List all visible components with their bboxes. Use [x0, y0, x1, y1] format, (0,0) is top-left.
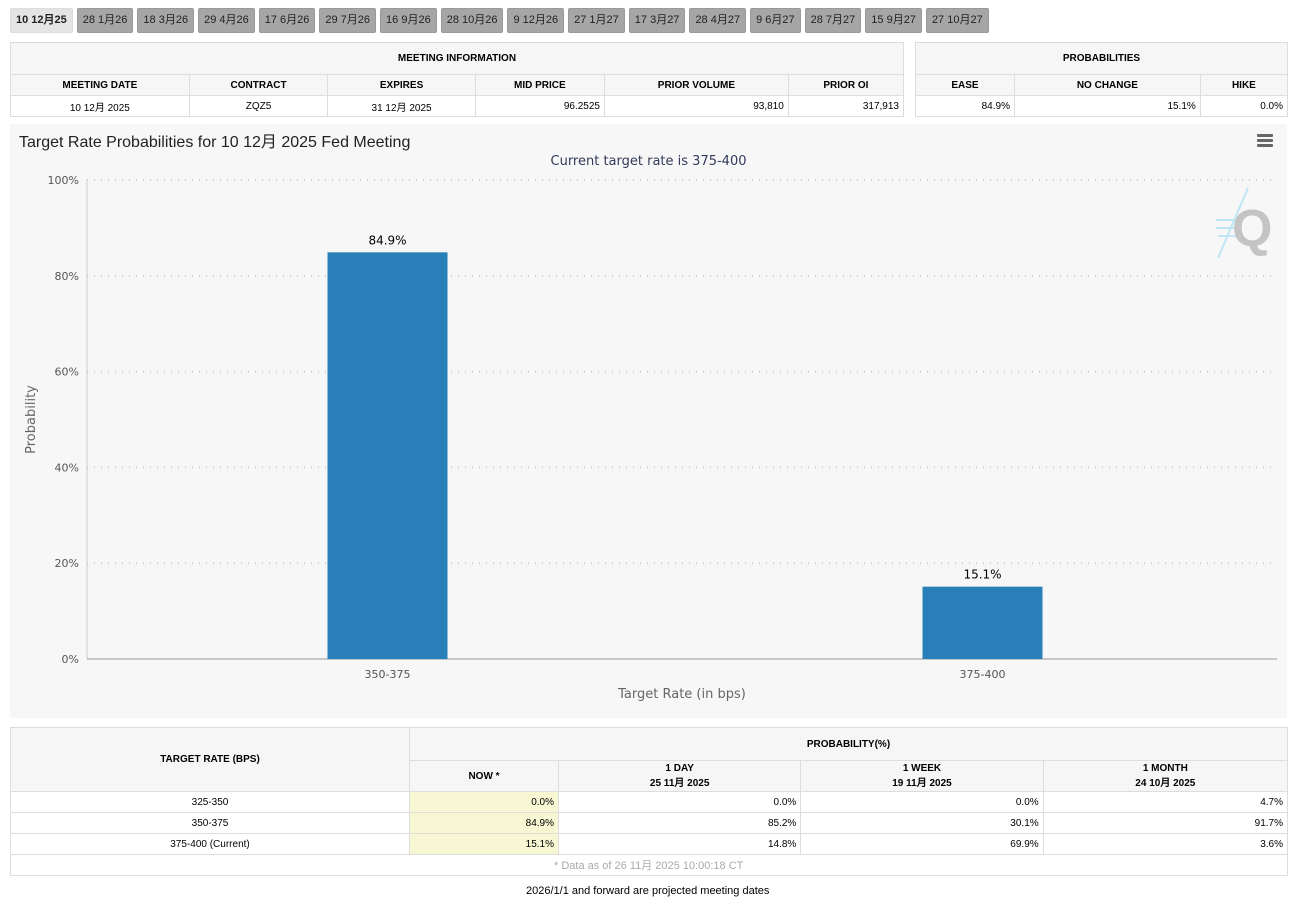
watermark-logo-icon: Q: [1216, 187, 1272, 259]
period-header: 1 MONTH 24 10月 2025: [1042, 760, 1289, 792]
meeting-tab[interactable]: 9 6月27: [750, 8, 801, 33]
y-tick-label: 0%: [62, 653, 79, 666]
ease-value: 84.9%: [915, 95, 1015, 117]
probabilities-title: PROBABILITIES: [915, 42, 1288, 75]
probability-cell: 0.0%: [409, 791, 559, 813]
hamburger-menu-icon[interactable]: [1257, 134, 1273, 149]
col-header: EXPIRES: [327, 74, 476, 96]
col-header: NO CHANGE: [1013, 74, 1201, 96]
meeting-tab[interactable]: 27 1月27: [568, 8, 625, 33]
meeting-tab[interactable]: 28 10月26: [440, 8, 504, 33]
probability-cell: 91.7%: [1042, 812, 1289, 834]
meeting-tab[interactable]: 9 12月26: [507, 8, 565, 33]
meeting-tabs: 10 12月25 28 1月26 18 3月26 29 4月26 17 6月26 29 7…: [10, 8, 989, 33]
probability-cell: 85.2%: [557, 812, 802, 834]
meeting-tab[interactable]: 27 10月27: [925, 8, 989, 33]
probability-cell: 69.9%: [800, 833, 1044, 855]
probability-history-table: TARGET RATE (BPS) PROBABILITY(%) NOW * 1 D…: [10, 727, 1289, 876]
no-change-value: 15.1%: [1013, 95, 1201, 117]
probability-cell: 0.0%: [557, 791, 802, 813]
meeting-tab[interactable]: 16 9月26: [380, 8, 437, 33]
col-header: MID PRICE: [474, 74, 606, 96]
period-label: 1 DAY: [665, 763, 694, 774]
meeting-tab[interactable]: 17 3月27: [628, 8, 686, 33]
col-header: EASE: [915, 74, 1015, 96]
chart-panel: Target Rate Probabilities for 10 12月 202…: [10, 124, 1287, 718]
table-row: 325-350 0.0% 0.0% 0.0% 4.7%: [10, 791, 1289, 813]
svg-text:Q: Q: [1232, 200, 1272, 258]
data-label: 15.1%: [963, 568, 1001, 582]
prior-volume: 93,810: [604, 95, 789, 117]
period-date: 24 10月 2025: [1135, 778, 1196, 789]
hike-value: 0.0%: [1199, 95, 1289, 117]
target-rate: 375-400 (Current): [10, 833, 410, 855]
col-header: CONTRACT: [188, 74, 329, 96]
target-rate: 350-375: [10, 812, 410, 834]
meeting-information-table: MEETING INFORMATION MEETING DATE CONTRACT…: [10, 42, 905, 117]
meeting-tab[interactable]: 17 6月26: [258, 8, 316, 33]
chart-subtitle: Current target rate is 375-400: [550, 154, 747, 169]
probability-cell: 30.1%: [800, 812, 1044, 834]
x-tick-label: 375-400: [960, 668, 1006, 681]
x-axis-title: Target Rate (in bps): [617, 687, 746, 702]
period-header: NOW *: [409, 760, 559, 792]
meeting-info-title: MEETING INFORMATION: [10, 42, 904, 75]
table-row: 375-400 (Current) 15.1% 14.8% 69.9% 3.6%: [10, 833, 1289, 855]
x-tick-label: 350-375: [365, 668, 411, 681]
meeting-tab[interactable]: 29 7月26: [319, 8, 377, 33]
probability-cell: 4.7%: [1042, 791, 1289, 813]
y-tick-label: 80%: [55, 270, 79, 283]
expires: 31 12月 2025: [327, 95, 476, 117]
meeting-date: 10 12月 2025: [10, 95, 190, 117]
target-rate: 325-350: [10, 791, 410, 813]
col-header: PRIOR OI: [787, 74, 905, 96]
probability-cell: 3.6%: [1042, 833, 1289, 855]
period-label: 1 MONTH: [1142, 763, 1188, 774]
y-tick-label: 20%: [55, 557, 79, 570]
period-label: 1 WEEK: [902, 763, 942, 774]
contract: ZQZ5: [188, 95, 329, 117]
data-label: 84.9%: [368, 233, 406, 247]
data-timestamp-footnote: * Data as of 26 11月 2025 10:00:18 CT: [10, 854, 1288, 876]
prior-oi: 317,913: [787, 95, 905, 117]
mid-price: 96.2525: [474, 95, 606, 117]
period-date: 19 11月 2025: [892, 778, 952, 789]
period-header: 1 WEEK 19 11月 2025: [800, 760, 1044, 792]
probability-cell: 14.8%: [557, 833, 802, 855]
table-row: 350-375 84.9% 85.2% 30.1% 91.7%: [10, 812, 1289, 834]
probability-cell: 15.1%: [409, 833, 559, 855]
period-date: 25 11月 2025: [649, 778, 710, 789]
y-tick-label: 60%: [55, 366, 79, 379]
probabilities-table: PROBABILITIES EASE NO CHANGE HIKE 84.9% 15.…: [915, 42, 1289, 117]
bar: [327, 252, 448, 660]
probability-cell: 0.0%: [800, 791, 1044, 813]
meeting-tab[interactable]: 10 12月25: [10, 8, 73, 33]
col-header: PRIOR VOLUME: [604, 74, 789, 96]
meeting-tab[interactable]: 29 4月26: [198, 8, 255, 33]
projected-dates-note: 2026/1/1 and forward are projected meeti…: [526, 885, 770, 897]
bar-chart: Q 0% 20% 40% 60% 80% 100% 84.9% 350-375 15.1% 375…: [24, 174, 1277, 702]
period-header: 1 DAY 25 11月 2025: [557, 760, 802, 792]
meeting-tab[interactable]: 28 7月27: [804, 8, 862, 33]
meeting-tab[interactable]: 18 3月26: [137, 8, 195, 33]
target-rate-header: TARGET RATE (BPS): [10, 727, 410, 792]
y-tick-label: 40%: [55, 461, 79, 474]
meeting-tab[interactable]: 28 4月27: [689, 8, 747, 33]
probability-header: PROBABILITY(%): [409, 727, 1288, 761]
col-header: HIKE: [1199, 74, 1289, 96]
probability-cell: 84.9%: [409, 812, 559, 834]
chart-title: Target Rate Probabilities for 10 12月 202…: [19, 134, 411, 151]
col-header: MEETING DATE: [10, 74, 190, 96]
meeting-tab[interactable]: 15 9月27: [865, 8, 922, 33]
y-axis-title: Probability: [24, 385, 39, 454]
y-tick-label: 100%: [48, 174, 79, 187]
meeting-tab[interactable]: 28 1月26: [76, 8, 134, 33]
period-label: NOW *: [468, 770, 500, 782]
bar: [922, 586, 1043, 659]
